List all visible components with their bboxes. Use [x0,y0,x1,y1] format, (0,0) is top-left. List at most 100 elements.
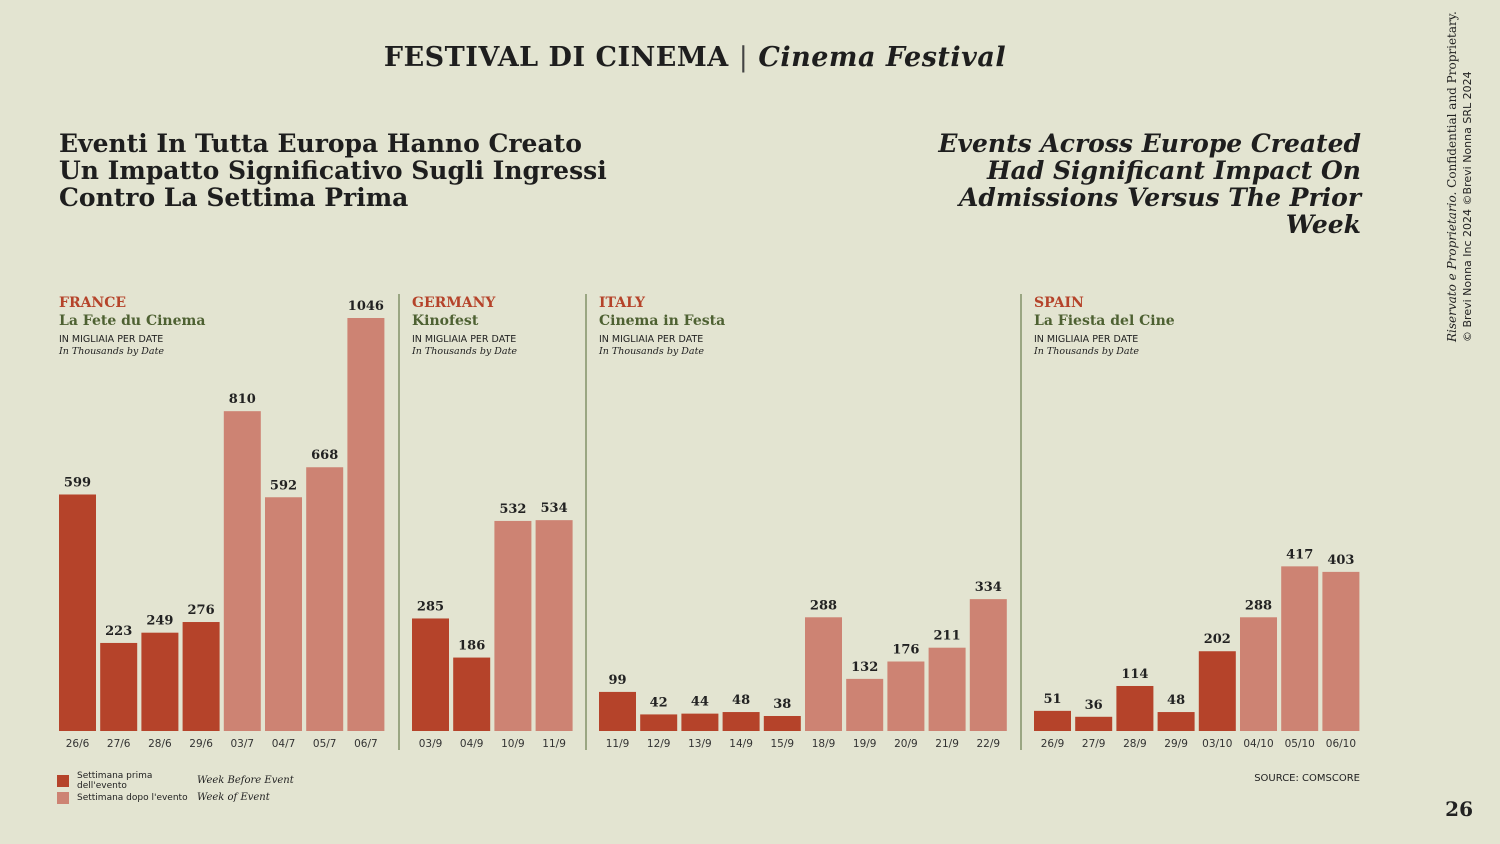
date-label-italy-6: 18/9 [812,738,836,750]
date-label-germany-4: 11/9 [542,738,566,750]
event-name-italy: Cinema in Festa [599,313,725,329]
unit-label-en-germany: In Thousands by Date [411,346,517,357]
bar-spain-5 [1198,651,1236,731]
value-label-italy-8: 176 [892,643,919,658]
value-label-italy-7: 132 [851,660,878,675]
legend-label-after-it: Settimana dopo l'evento [77,792,188,803]
event-name-france: La Fete du Cinema [59,313,205,329]
date-label-germany-1: 03/9 [419,738,443,750]
bar-italy-6 [805,617,842,731]
value-label-spain-1: 51 [1043,692,1061,707]
date-label-italy-5: 15/9 [771,738,795,750]
value-label-france-2: 223 [105,624,132,639]
country-label-germany: GERMANY [412,295,496,311]
bar-france-4 [182,622,220,731]
date-label-italy-7: 19/9 [853,738,877,750]
value-label-italy-9: 211 [934,629,961,644]
value-label-france-3: 249 [146,614,173,629]
page-number: 26 [1445,797,1473,821]
value-label-spain-7: 417 [1286,547,1313,562]
country-label-france: FRANCE [59,295,126,311]
bar-germany-4 [535,520,573,731]
date-label-spain-3: 28/9 [1123,738,1147,750]
date-label-spain-6: 04/10 [1243,738,1273,750]
bar-spain-7 [1281,566,1319,731]
value-label-france-4: 276 [188,603,215,618]
unit-label-en-spain: In Thousands by Date [1033,346,1139,357]
bar-italy-9 [928,647,966,731]
value-label-germany-1: 285 [417,599,444,614]
value-label-spain-8: 403 [1327,553,1354,568]
value-label-italy-1: 99 [608,673,626,688]
header-title-it: FESTIVAL DI CINEMA [383,42,729,73]
date-label-italy-2: 12/9 [647,738,671,750]
date-label-spain-8: 06/10 [1326,738,1356,750]
bar-spain-1 [1034,710,1071,731]
legend-label-before-it: Settimana prima dell'evento [77,770,153,791]
date-label-france-4: 29/6 [189,738,213,750]
value-label-italy-10: 334 [975,580,1002,595]
bar-italy-10 [969,599,1007,731]
legend-item-after: Settimana dopo l'evento Week of Event [57,789,294,806]
date-label-italy-8: 20/9 [894,738,918,750]
value-label-italy-3: 44 [691,695,709,710]
legend-swatch-before [57,774,69,787]
bar-italy-4 [722,712,760,731]
value-label-france-8: 1046 [348,299,384,314]
date-label-france-7: 05/7 [313,738,337,750]
value-label-italy-5: 38 [773,697,791,712]
country-label-italy: ITALY [599,295,646,311]
legend: Settimana prima dell'evento Week Before … [57,770,294,806]
date-label-france-3: 28/6 [148,738,172,750]
date-label-france-2: 27/6 [107,738,131,750]
date-label-germany-2: 04/9 [460,738,484,750]
bar-italy-1 [599,691,636,731]
bar-spain-3 [1116,685,1154,731]
date-label-france-6: 04/7 [272,738,296,750]
bar-italy-3 [681,713,719,731]
value-label-italy-2: 42 [650,695,668,710]
bar-france-5 [223,411,261,731]
value-label-germany-3: 532 [499,502,526,517]
date-label-france-5: 03/7 [231,738,255,750]
bar-france-6 [265,497,302,731]
event-name-germany: Kinofest [412,313,479,329]
date-label-france-8: 06/7 [354,738,378,750]
bar-italy-8 [887,661,925,731]
value-label-france-7: 668 [311,448,338,463]
date-label-italy-1: 11/9 [606,738,630,750]
date-label-italy-4: 14/9 [729,738,753,750]
unit-label-en-france: In Thousands by Date [58,346,164,357]
legend-swatch-after [57,791,69,804]
legend-label-before-en: Week Before Event [197,775,294,786]
bar-spain-8 [1322,571,1360,731]
value-label-france-1: 599 [64,475,91,490]
bar-spain-2 [1075,716,1113,731]
date-label-germany-3: 10/9 [501,738,525,750]
value-label-spain-3: 114 [1121,667,1148,682]
date-label-spain-4: 29/9 [1164,738,1188,750]
date-label-italy-9: 21/9 [935,738,959,750]
bar-france-2 [100,642,138,731]
date-label-italy-3: 13/9 [688,738,712,750]
headline-italian: Eventi In Tutta Europa Hanno Creato Un I… [59,129,607,212]
unit-label-it-spain: IN MIGLIAIA PER DATE [1034,334,1138,345]
bar-spain-4 [1157,712,1195,731]
event-name-spain: La Fiesta del Cine [1034,313,1175,329]
headline-english: Events Across Europe Created Had Signifi… [938,129,1361,239]
bar-france-8 [347,318,385,731]
legend-label-after-en: Week of Event [197,792,270,803]
value-label-spain-5: 202 [1204,632,1231,647]
bar-france-3 [141,632,179,731]
bar-italy-7 [846,678,884,731]
bar-germany-2 [453,657,491,731]
unit-label-en-italy: In Thousands by Date [598,346,704,357]
date-label-italy-10: 22/9 [977,738,1001,750]
date-label-spain-7: 05/10 [1285,738,1315,750]
value-label-germany-2: 186 [458,639,485,654]
header-title-en: Cinema Festival [758,42,1007,73]
bar-france-7 [306,467,344,731]
value-label-spain-6: 288 [1245,598,1272,613]
value-label-italy-4: 48 [732,693,750,708]
